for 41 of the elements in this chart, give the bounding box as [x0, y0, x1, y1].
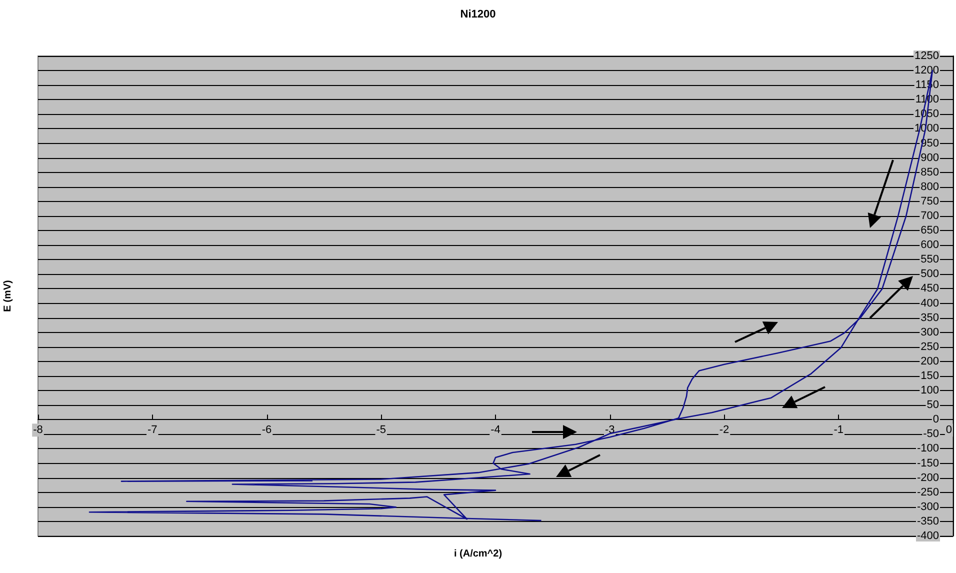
y-tick-label: 500 — [920, 268, 939, 280]
y-tick-label: 550 — [920, 254, 939, 266]
chart-title: Ni1200 — [460, 8, 496, 20]
y-tick-label: 900 — [920, 152, 939, 164]
y-tick-label: 300 — [920, 326, 939, 338]
x-tick-label: -7 — [147, 424, 158, 436]
y-tick-label: 700 — [920, 210, 939, 222]
y-tick-label: -150 — [916, 457, 939, 470]
x-tick-label: -6 — [262, 424, 272, 436]
y-tick-label: 450 — [920, 282, 939, 295]
y-tick-label: 600 — [920, 239, 939, 252]
y-tick-label: 200 — [920, 355, 939, 368]
x-tick-label: -2 — [719, 424, 730, 436]
y-tick-label: 400 — [920, 297, 939, 310]
y-tick-label: 800 — [920, 180, 939, 193]
x-axis-title: i (A/cm^2) — [454, 548, 502, 560]
y-tick-label: -250 — [916, 486, 939, 498]
y-tick-label: -100 — [916, 442, 939, 455]
y-tick-label: -200 — [916, 472, 939, 484]
x-tick-label: -8 — [33, 424, 43, 436]
x-tick-label: -3 — [604, 424, 615, 436]
y-tick-label: 350 — [920, 312, 939, 324]
y-tick-label: -350 — [916, 515, 939, 528]
y-tick-label: -300 — [916, 500, 939, 513]
y-tick-label: 0 — [932, 414, 939, 426]
y-tick-label: 150 — [920, 370, 939, 382]
y-tick-label: 1200 — [914, 64, 939, 77]
y-tick-label: 100 — [920, 384, 939, 397]
y-tick-label: -50 — [923, 428, 939, 440]
x-tick-label: 0 — [946, 424, 952, 436]
y-tick-label: 50 — [926, 399, 939, 412]
x-tick-label: -1 — [834, 424, 844, 436]
y-tick-label: 1250 — [914, 50, 939, 62]
y-tick-label: 850 — [920, 166, 939, 178]
y-tick-label: 750 — [920, 195, 939, 208]
x-tick-label: -4 — [490, 424, 500, 436]
y-axis-title: E (mV) — [2, 280, 14, 312]
y-tick-label: 650 — [920, 224, 939, 237]
y-tick-label: -400 — [916, 530, 939, 542]
y-tick-label: 250 — [920, 340, 939, 353]
x-tick-label: -5 — [376, 424, 386, 436]
